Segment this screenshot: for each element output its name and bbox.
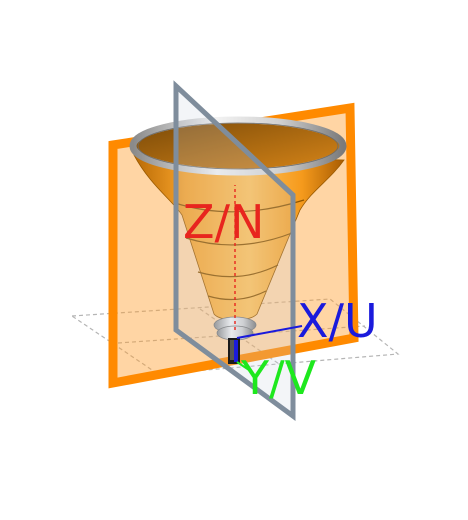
x-axis-label: X/U: [297, 294, 378, 348]
z-axis-label: Z/N: [183, 195, 264, 249]
y-axis-green-line: [236, 361, 253, 373]
coordinate-axes: [234, 185, 303, 373]
x-axis-line: [236, 325, 303, 339]
y-axis-label: Y/V: [240, 351, 317, 405]
